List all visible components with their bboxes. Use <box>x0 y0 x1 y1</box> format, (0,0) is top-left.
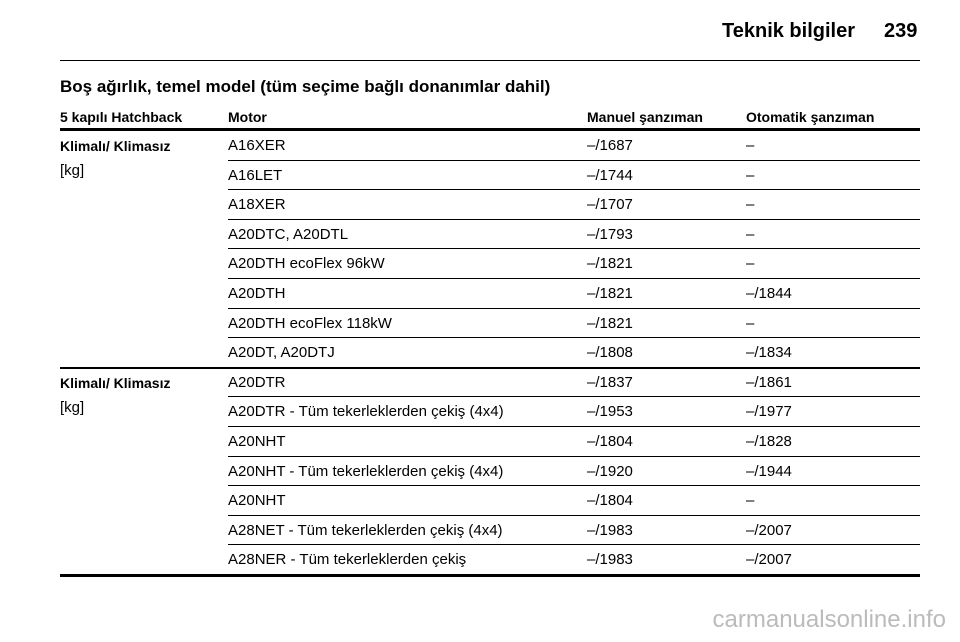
cell: – <box>746 196 755 214</box>
page-number: 239 <box>884 20 918 42</box>
cell: –/1687 <box>587 137 633 154</box>
column-header: Motor <box>228 109 267 125</box>
group-rule <box>60 366 920 369</box>
cell: –/1977 <box>746 403 792 421</box>
cell: –/1821 <box>587 285 633 302</box>
cell: –/1983 <box>587 521 633 539</box>
row-rule <box>228 218 920 220</box>
cell: A20DTH ecoFlex 118kW <box>228 314 392 332</box>
header-rule <box>60 60 920 61</box>
row-rule <box>228 544 920 546</box>
cell: – <box>746 314 755 332</box>
cell: – <box>746 492 755 510</box>
cell: –/1707 <box>587 196 633 214</box>
row-rule <box>228 248 920 250</box>
row-rule <box>228 278 920 279</box>
table-bottom-rule <box>60 574 920 577</box>
cell: – <box>746 255 755 273</box>
cell: –/2007 <box>746 521 792 539</box>
cell: A20NHT <box>228 433 286 450</box>
cell: –/1920 <box>587 462 633 480</box>
cell: –/1837 <box>587 373 633 391</box>
cell: – <box>746 225 755 243</box>
cell: A20DTC, A20DTL <box>228 225 349 243</box>
row-rule <box>228 159 920 161</box>
watermark: carmanualsonline.info <box>712 606 946 633</box>
cell: A20DT, A20DTJ <box>228 344 335 362</box>
row-rule <box>228 426 920 427</box>
cell: –/1828 <box>746 433 792 450</box>
row-rule <box>228 455 920 457</box>
cell: –/1821 <box>587 255 633 273</box>
header-rule-thick <box>60 128 920 131</box>
cell: –/1804 <box>587 492 633 510</box>
cell: –/1821 <box>587 314 633 332</box>
row-rule <box>228 189 920 191</box>
cell: –/2007 <box>746 551 792 569</box>
group-unit: [kg] <box>60 398 85 416</box>
group-unit: [kg] <box>60 162 85 179</box>
row-rule <box>228 337 920 339</box>
cell: A18XER <box>228 196 286 214</box>
row-rule <box>228 307 920 309</box>
cell: –/1834 <box>746 344 792 362</box>
section-title: Boş ağırlık, temel model (tüm seçime bağ… <box>60 77 551 96</box>
cell: –/1953 <box>587 403 633 421</box>
cell: –/1808 <box>587 344 633 362</box>
cell: A16LET <box>228 166 283 184</box>
group-label: Klimalı/ Klimasız <box>60 374 171 391</box>
cell: –/1944 <box>746 462 792 480</box>
cell: A20NHT - Tüm tekerleklerden çekiş (4x4) <box>228 462 504 480</box>
cell: A20DTR <box>228 373 286 391</box>
cell: –/1844 <box>746 285 792 302</box>
cell: A20NHT <box>228 492 286 510</box>
header-title: Teknik bilgiler <box>722 20 855 42</box>
cell: A20DTH ecoFlex 96kW <box>228 255 385 273</box>
cell: A28NER - Tüm tekerleklerden çekiş <box>228 551 467 569</box>
cell: A16XER <box>228 137 286 154</box>
cell: –/1861 <box>746 373 792 391</box>
row-rule <box>228 514 920 516</box>
group-label: Klimalı/ Klimasız <box>60 138 171 154</box>
row-rule <box>228 396 920 398</box>
column-header: 5 kapılı Hatchback <box>60 109 183 125</box>
cell: A20DTR - Tüm tekerleklerden çekiş (4x4) <box>228 403 504 421</box>
cell: – <box>746 137 755 154</box>
cell: –/1744 <box>587 166 633 184</box>
cell: –/1793 <box>587 225 633 243</box>
cell: –/1983 <box>587 551 633 569</box>
cell: –/1804 <box>587 433 633 450</box>
cell: – <box>746 166 755 184</box>
row-rule <box>228 485 920 487</box>
column-header: Manuel şanzıman <box>587 109 703 125</box>
cell: A20DTH <box>228 285 286 302</box>
cell: A28NET - Tüm tekerleklerden çekiş (4x4) <box>228 521 503 539</box>
column-header: Otomatik şanzıman <box>746 109 875 125</box>
